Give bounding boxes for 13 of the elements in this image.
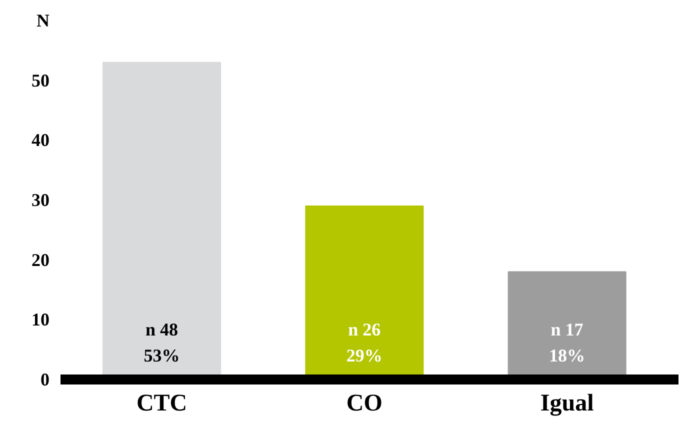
data-label: n 26 29% [346, 320, 382, 366]
y-tick-label: 50 [32, 70, 50, 90]
y-tick-label: 40 [32, 130, 50, 150]
y-tick-label: 0 [40, 370, 50, 390]
x-tick-label: CTC [136, 390, 188, 416]
data-label: n 48 53% [144, 320, 180, 366]
y-tick-label: N [36, 10, 50, 30]
x-tick-label: Igual [540, 390, 594, 416]
x-tick-label: CO [346, 390, 382, 416]
y-tick-label: 30 [32, 190, 50, 210]
y-tick-label: 20 [32, 250, 50, 270]
y-tick-label: 10 [32, 310, 50, 330]
data-label: n 17 18% [549, 320, 586, 366]
